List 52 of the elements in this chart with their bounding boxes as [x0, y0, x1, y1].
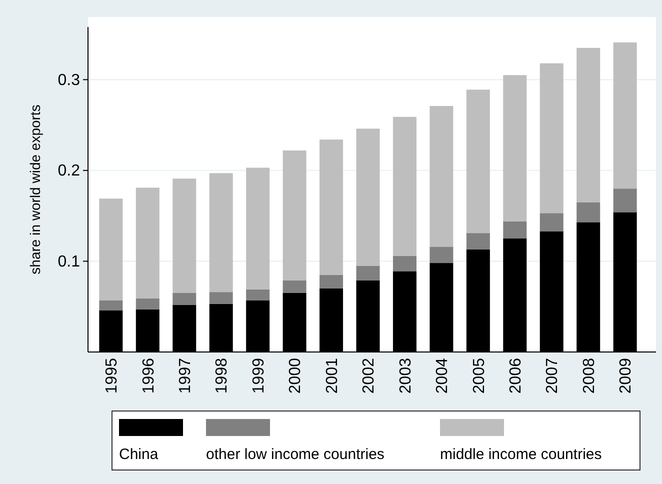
- y-axis-title: share in world wide exports: [27, 104, 43, 274]
- legend-label: China: [119, 446, 159, 463]
- x-tick-label: 2003: [397, 358, 414, 394]
- y-tick-label: 0.3: [58, 72, 80, 89]
- x-tick-label: 2000: [287, 358, 304, 394]
- bar: [430, 246, 454, 264]
- bar: [209, 292, 233, 304]
- bar: [320, 140, 344, 275]
- bar: [613, 188, 637, 212]
- bar: [392, 256, 416, 272]
- x-tick-label: 1996: [140, 358, 158, 394]
- bar: [356, 266, 380, 280]
- x-tick-label: 1995: [104, 358, 121, 394]
- bar: [172, 178, 196, 293]
- bar: [576, 202, 600, 222]
- bar: [99, 300, 123, 310]
- bar: [466, 90, 490, 234]
- bar: [503, 221, 527, 239]
- bar: [282, 150, 306, 280]
- bar: [136, 298, 160, 310]
- x-tick-label: 1997: [176, 358, 194, 394]
- bar: [503, 75, 527, 222]
- x-tick-label: 2001: [324, 358, 341, 394]
- bar: [209, 173, 233, 292]
- bar: [356, 128, 380, 266]
- bar: [430, 106, 454, 247]
- bar: [576, 48, 600, 202]
- bar: [246, 289, 270, 300]
- bar: [136, 188, 160, 298]
- x-tick-label: 1998: [214, 358, 231, 394]
- bar: [466, 233, 490, 250]
- bar: [282, 280, 306, 293]
- x-tick-label: 2005: [470, 358, 488, 394]
- bar: [246, 168, 270, 290]
- x-tick-label: 2007: [544, 358, 562, 394]
- bar: [99, 198, 123, 300]
- legend-label: middle income countries: [440, 446, 602, 463]
- bar: [172, 292, 196, 305]
- bar: [540, 213, 564, 232]
- bar: [540, 63, 564, 214]
- bar: [320, 274, 344, 288]
- bar: [613, 42, 637, 189]
- x-tick-label: 2006: [507, 358, 524, 394]
- x-tick-label: 1999: [250, 358, 268, 394]
- x-tick-label: 2009: [618, 358, 635, 394]
- x-tick-label: 2002: [360, 358, 378, 394]
- y-tick-label: 0.1: [58, 253, 80, 270]
- y-tick-label: 0.2: [58, 162, 80, 180]
- x-tick-label: 2004: [434, 358, 452, 394]
- bar: [392, 116, 416, 256]
- x-tick-label: 2008: [580, 358, 598, 394]
- legend-label: other low income countries: [206, 446, 384, 463]
